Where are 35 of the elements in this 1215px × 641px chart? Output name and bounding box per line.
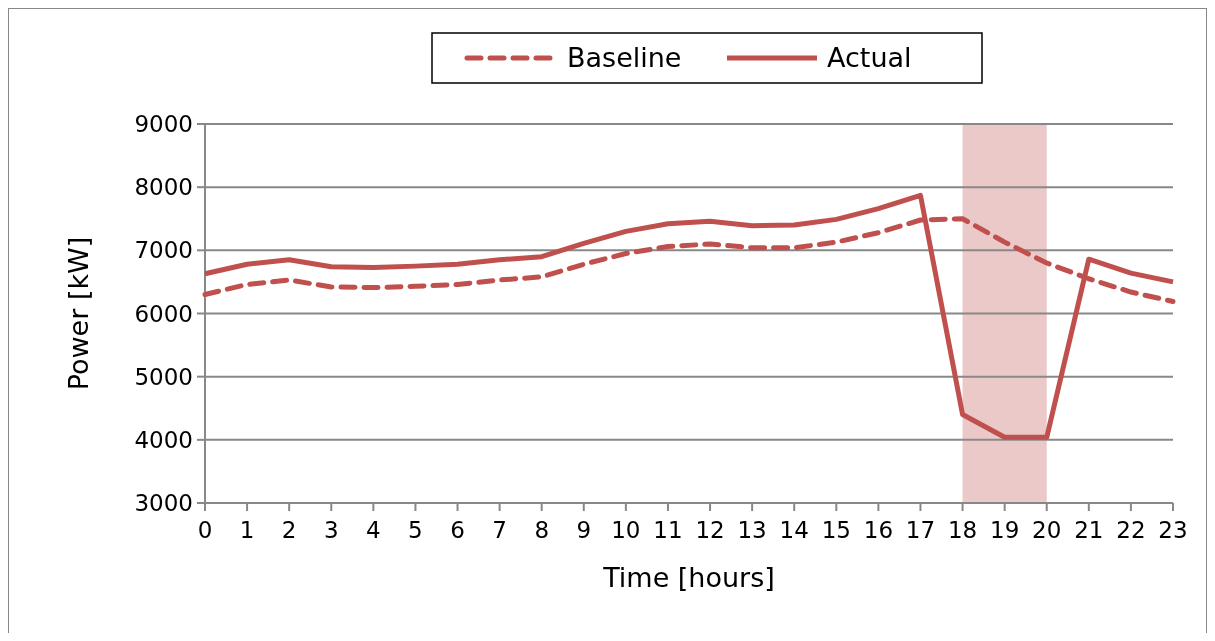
- x-tick-label: 2: [281, 517, 297, 543]
- legend-label: Actual: [827, 42, 912, 74]
- x-tick-label: 11: [653, 517, 683, 543]
- x-tick-label: 16: [863, 517, 894, 543]
- legend-label: Baseline: [567, 42, 682, 74]
- x-tick-label: 15: [821, 517, 851, 543]
- x-tick-label: 10: [611, 517, 641, 543]
- x-tick-label: 4: [366, 517, 381, 543]
- x-tick-label: 5: [408, 517, 423, 543]
- x-tick-label: 22: [1116, 517, 1146, 543]
- x-tick-label: 12: [695, 517, 725, 543]
- x-tick-label: 6: [450, 517, 465, 543]
- x-tick-label: 7: [492, 517, 507, 543]
- x-tick-label: 18: [947, 517, 978, 543]
- x-tick-label: 3: [323, 517, 339, 543]
- y-tick-label: 9000: [134, 111, 193, 138]
- x-tick-label: 1: [239, 517, 255, 543]
- y-tick-label: 5000: [134, 363, 193, 390]
- y-tick-label: 3000: [134, 490, 193, 517]
- y-tick-label: 8000: [134, 174, 193, 201]
- x-tick-label: 0: [197, 517, 213, 543]
- x-tick-label: 23: [1158, 517, 1188, 543]
- y-tick-label: 4000: [134, 426, 193, 453]
- y-tick-label: 7000: [134, 237, 193, 264]
- x-tick-label: 17: [905, 517, 936, 543]
- y-axis-title: Power [kW]: [63, 236, 94, 391]
- x-tick-label: 14: [779, 517, 809, 543]
- x-tick-label: 21: [1074, 517, 1104, 543]
- x-tick-label: 8: [534, 517, 550, 543]
- x-tick-label: 19: [990, 517, 1020, 543]
- x-axis-title: Time [hours]: [602, 562, 775, 593]
- x-tick-label: 9: [576, 517, 592, 543]
- x-tick-label: 20: [1032, 517, 1062, 543]
- x-tick-label: 13: [737, 517, 767, 543]
- y-tick-label: 6000: [134, 300, 193, 327]
